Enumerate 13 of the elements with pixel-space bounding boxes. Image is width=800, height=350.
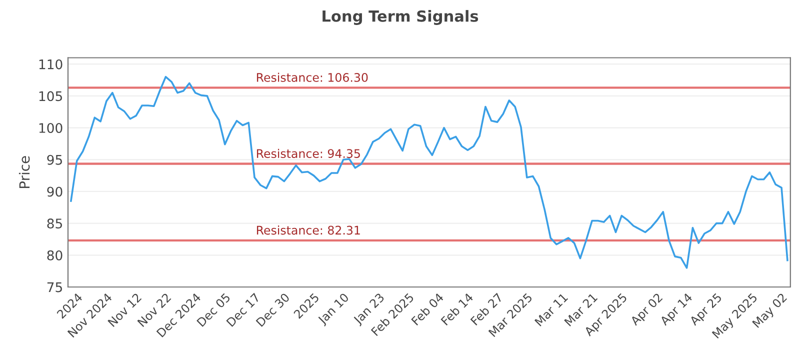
ref-line-label: Resistance: 106.30 xyxy=(256,72,368,82)
y-tick-label: 100 xyxy=(39,123,62,133)
y-tick-label: 85 xyxy=(47,218,62,229)
y-tick-label: 110 xyxy=(39,59,62,70)
y-tick-label: 105 xyxy=(39,91,62,102)
chart-title: Long Term Signals xyxy=(322,10,478,25)
ref-line-label: Resistance: 94.35 xyxy=(256,148,360,158)
ref-line-label: Resistance: 82.31 xyxy=(256,226,360,235)
y-tick-label: 95 xyxy=(47,154,62,165)
y-axis-title: Price xyxy=(18,156,30,188)
y-tick-label: 75 xyxy=(47,282,62,292)
y-tick-label: 80 xyxy=(47,250,62,260)
y-tick-label: 90 xyxy=(47,186,62,197)
